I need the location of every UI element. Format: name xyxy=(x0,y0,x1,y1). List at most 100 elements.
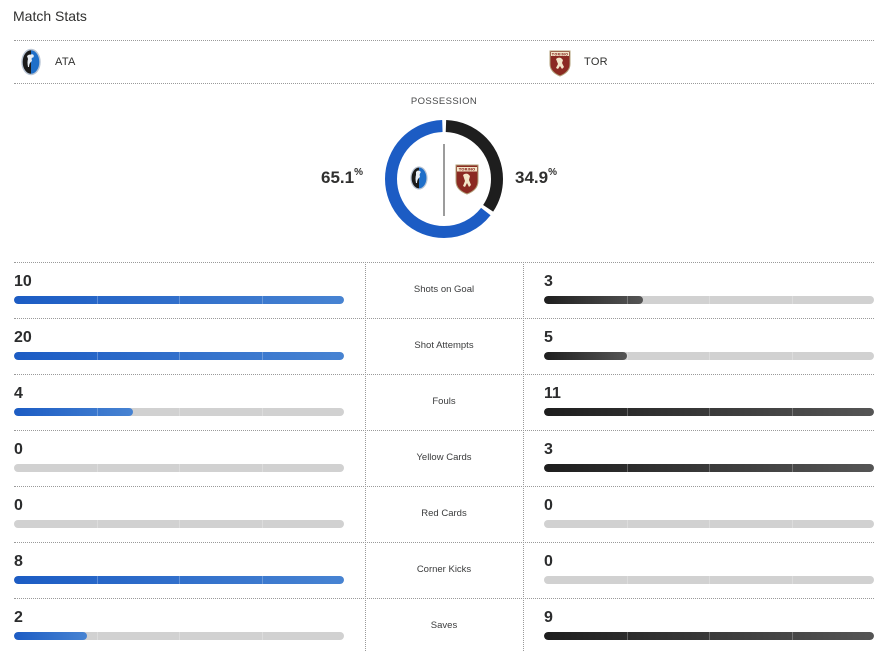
stat-label: Shots on Goal xyxy=(413,284,475,295)
bar-segment-tick xyxy=(261,296,263,304)
away-team-header: TORINO TOR xyxy=(546,47,608,77)
possession-label: POSSESSION xyxy=(410,96,478,107)
home-stat-bar xyxy=(14,576,344,584)
bar-segment-tick xyxy=(179,296,180,304)
home-stat-value: 2 xyxy=(14,609,23,626)
divider xyxy=(14,83,874,84)
bar-segment-tick xyxy=(709,464,710,472)
bar-segment-tick xyxy=(791,352,793,360)
bar-segment-tick xyxy=(261,352,263,360)
stat-label: Saves xyxy=(430,620,458,631)
away-stat-value: 5 xyxy=(544,329,553,346)
svg-text:TORINO: TORINO xyxy=(552,52,569,56)
home-stat-bar xyxy=(14,352,344,360)
away-stat-bar-fill xyxy=(544,408,874,416)
bar-segment-tick xyxy=(626,464,628,472)
home-stat-value: 10 xyxy=(14,273,32,290)
away-stat-bar-fill xyxy=(544,296,643,304)
away-stat-value: 0 xyxy=(544,553,553,570)
away-team-abbr: TOR xyxy=(584,56,608,68)
home-stat-bar-fill xyxy=(14,296,344,304)
bar-segment-tick xyxy=(709,352,710,360)
stat-label: Fouls xyxy=(432,396,456,407)
stat-row: 20 Shot Attempts 5 xyxy=(14,318,874,374)
home-stat-value: 0 xyxy=(14,497,23,514)
bar-segment-tick xyxy=(96,632,98,640)
home-stat-value: 8 xyxy=(14,553,23,570)
divider xyxy=(14,318,874,319)
bar-segment-tick xyxy=(96,464,98,472)
divider xyxy=(14,598,874,599)
divider xyxy=(14,262,874,263)
bar-segment-tick xyxy=(626,632,628,640)
bar-segment-tick xyxy=(626,520,628,528)
atalanta-crest-icon xyxy=(21,48,41,76)
bar-segment-tick xyxy=(791,576,793,584)
away-stat-value: 11 xyxy=(544,385,561,402)
divider xyxy=(14,374,874,375)
stat-label: Red Cards xyxy=(421,508,467,519)
away-possession-value: 34.9% xyxy=(515,167,557,187)
bar-segment-tick xyxy=(791,520,793,528)
bar-segment-tick xyxy=(709,576,710,584)
bar-segment-tick xyxy=(261,632,263,640)
bar-segment-tick xyxy=(709,520,710,528)
home-possession-value: 65.1% xyxy=(321,167,363,187)
away-stat-bar xyxy=(544,464,874,472)
stat-row: 10 Shots on Goal 3 xyxy=(14,262,874,318)
bar-segment-tick xyxy=(179,408,180,416)
bar-segment-tick xyxy=(96,352,98,360)
divider xyxy=(14,542,874,543)
home-stat-bar-fill xyxy=(14,352,344,360)
home-stat-bar xyxy=(14,520,344,528)
divider xyxy=(14,40,874,41)
stat-row: 0 Red Cards 0 xyxy=(14,486,874,542)
stat-row: 8 Corner Kicks 0 xyxy=(14,542,874,598)
away-stat-bar xyxy=(544,632,874,640)
home-stat-bar-fill xyxy=(14,408,133,416)
bar-segment-tick xyxy=(96,520,98,528)
bar-segment-tick xyxy=(626,296,628,304)
bar-segment-tick xyxy=(709,296,710,304)
away-stat-bar xyxy=(544,352,874,360)
bar-segment-tick xyxy=(791,632,793,640)
atalanta-crest-icon xyxy=(410,166,428,190)
stat-label: Corner Kicks xyxy=(416,564,472,575)
bar-segment-tick xyxy=(179,632,180,640)
divider xyxy=(14,430,874,431)
away-stat-value: 0 xyxy=(544,497,553,514)
bar-segment-tick xyxy=(179,520,180,528)
away-stat-bar xyxy=(544,296,874,304)
divider xyxy=(14,486,874,487)
stat-label: Yellow Cards xyxy=(416,452,472,463)
home-stat-bar-fill xyxy=(14,632,87,640)
bar-segment-tick xyxy=(96,576,98,584)
stat-row: 4 Fouls 11 xyxy=(14,374,874,430)
bar-segment-tick xyxy=(179,576,180,584)
bar-segment-tick xyxy=(96,408,98,416)
home-team-abbr: ATA xyxy=(55,56,76,68)
torino-crest-icon: TORINO xyxy=(455,164,479,195)
home-stat-bar xyxy=(14,296,344,304)
bar-segment-tick xyxy=(791,464,793,472)
home-stat-value: 4 xyxy=(14,385,23,402)
home-stat-value: 0 xyxy=(14,441,23,458)
away-stat-bar xyxy=(544,408,874,416)
column-divider xyxy=(523,262,524,651)
away-stat-value: 3 xyxy=(544,273,553,290)
svg-text:TORINO: TORINO xyxy=(459,167,476,172)
home-team-header: ATA xyxy=(17,47,76,77)
stat-row: 2 Saves 9 xyxy=(14,598,874,654)
column-divider xyxy=(365,262,366,651)
away-stat-bar-fill xyxy=(544,464,874,472)
bar-segment-tick xyxy=(709,632,710,640)
home-possession-arc xyxy=(385,120,503,238)
bar-segment-tick xyxy=(96,296,98,304)
bar-segment-tick xyxy=(261,408,263,416)
bar-segment-tick xyxy=(626,352,628,360)
away-stat-bar xyxy=(544,576,874,584)
away-stat-bar-fill xyxy=(544,632,874,640)
away-stat-value: 3 xyxy=(544,441,553,458)
bar-segment-tick xyxy=(179,352,180,360)
bar-segment-tick xyxy=(626,408,628,416)
